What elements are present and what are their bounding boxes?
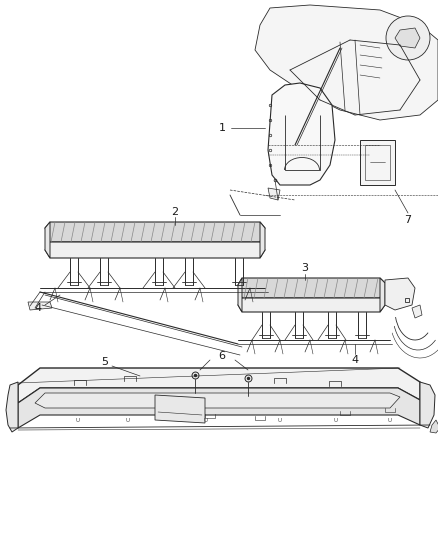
- Text: 4: 4: [351, 355, 359, 365]
- Text: U: U: [203, 417, 207, 423]
- Text: 2: 2: [171, 207, 179, 217]
- Polygon shape: [395, 28, 420, 48]
- Text: U: U: [76, 417, 80, 423]
- Text: U: U: [126, 417, 130, 423]
- Polygon shape: [45, 222, 50, 258]
- Polygon shape: [255, 5, 438, 120]
- Text: 6: 6: [219, 351, 226, 361]
- Polygon shape: [18, 388, 420, 428]
- Text: 7: 7: [404, 215, 412, 225]
- Polygon shape: [380, 278, 385, 312]
- Text: U: U: [333, 417, 337, 423]
- Polygon shape: [6, 382, 18, 432]
- Polygon shape: [238, 278, 242, 312]
- Polygon shape: [268, 83, 335, 185]
- Text: U: U: [388, 417, 392, 423]
- Polygon shape: [238, 278, 385, 298]
- Polygon shape: [35, 393, 400, 408]
- Polygon shape: [155, 395, 205, 423]
- Polygon shape: [45, 222, 265, 242]
- Polygon shape: [420, 382, 435, 428]
- Text: U: U: [278, 417, 282, 423]
- Text: 3: 3: [301, 263, 308, 273]
- Text: 5: 5: [102, 357, 109, 367]
- Text: 1: 1: [219, 123, 226, 133]
- Polygon shape: [385, 278, 415, 310]
- Text: 4: 4: [35, 303, 42, 313]
- Polygon shape: [412, 305, 422, 318]
- Polygon shape: [45, 242, 265, 258]
- Polygon shape: [28, 302, 52, 310]
- Polygon shape: [18, 368, 420, 403]
- Polygon shape: [430, 420, 438, 433]
- Circle shape: [386, 16, 430, 60]
- Polygon shape: [260, 222, 265, 258]
- Polygon shape: [268, 188, 280, 200]
- Polygon shape: [360, 140, 395, 185]
- Polygon shape: [238, 298, 385, 312]
